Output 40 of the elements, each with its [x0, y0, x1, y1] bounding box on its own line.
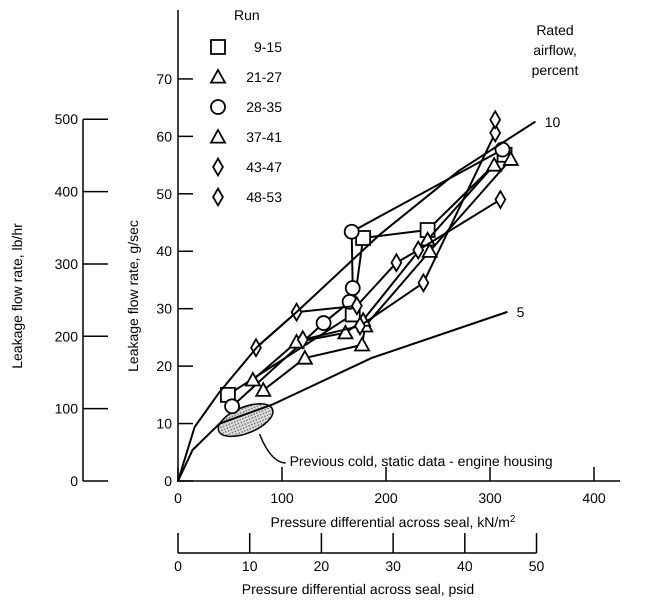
- x-tick-label: 100: [270, 490, 294, 506]
- y-tick-label: 50: [156, 186, 172, 202]
- x2-tick-label: 40: [457, 558, 473, 574]
- legend-label: 21-27: [246, 69, 282, 85]
- x2-axis-title: Pressure differential across seal, psid: [242, 581, 474, 597]
- y2-tick-label: 100: [54, 400, 78, 417]
- y2-tick-label: 400: [54, 184, 78, 200]
- x-tick-label: 0: [174, 490, 182, 506]
- legend-label: 9-15: [254, 39, 282, 55]
- legend-label: 28-35: [246, 99, 282, 115]
- annotation: Rated airflow, percent: [532, 22, 578, 78]
- series-label: 5: [516, 304, 525, 320]
- annotation: Previous cold, static data - engine housing: [290, 453, 553, 470]
- y2-axis-title: Leakage flow rate, lb/hr: [9, 222, 25, 369]
- y2-tick-label: 200: [54, 328, 78, 344]
- legend-title: Run: [234, 7, 260, 23]
- y2-tick-label: 0: [70, 473, 78, 489]
- x-axis-title: Pressure differential across seal, kN/m$^{2}$: [270, 514, 516, 530]
- y-tick-label: 10: [156, 416, 172, 432]
- y2-tick-label: 500: [54, 111, 78, 128]
- x-tick-label: 200: [374, 490, 398, 506]
- y-tick-label: 40: [156, 243, 172, 260]
- x2-tick-label: 50: [528, 558, 545, 574]
- x2-tick-label: 20: [314, 558, 330, 574]
- y-tick-label: 70: [156, 70, 172, 87]
- legend-label: 37-41: [246, 129, 282, 145]
- y-axis-title: Leakage flow rate, g/sec: [125, 220, 141, 372]
- y-tick-label: 0: [164, 473, 172, 489]
- legend-label: 43-47: [246, 159, 282, 175]
- series-label: 10: [544, 114, 561, 130]
- x2-tick-label: 10: [242, 558, 258, 574]
- x-tick-label: 300: [478, 490, 502, 506]
- y2-tick-label: 300: [54, 256, 78, 272]
- x2-tick-label: 0: [174, 558, 182, 574]
- y-tick-label: 30: [156, 300, 172, 317]
- legend-label: 48-53: [246, 189, 282, 205]
- x2-tick-label: 30: [385, 558, 402, 574]
- y-tick-label: 60: [156, 128, 172, 144]
- y-tick-label: 20: [156, 358, 172, 374]
- x-tick-label: 400: [582, 490, 606, 506]
